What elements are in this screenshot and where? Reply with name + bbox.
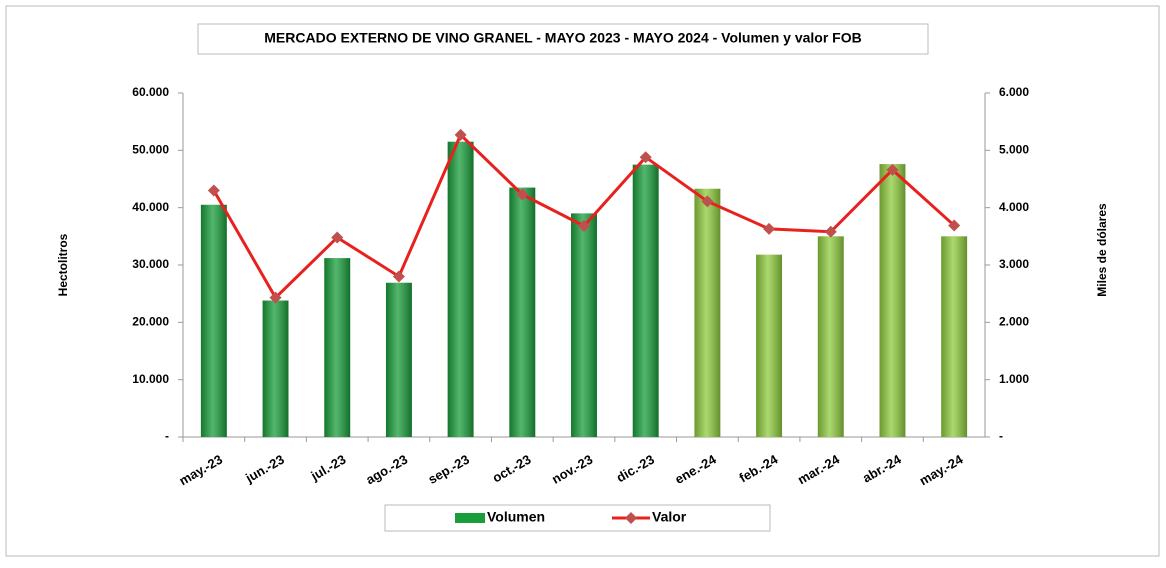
y2-axis-label: Miles de dólares [1095, 203, 1109, 297]
bar-shade [879, 164, 906, 438]
y-tick-label: 50.000 [132, 143, 169, 157]
bar-shade [200, 204, 227, 437]
legend-swatch [455, 513, 485, 523]
marker [207, 184, 220, 197]
marker [886, 163, 899, 176]
marker [331, 231, 344, 244]
marker [639, 151, 652, 164]
marker [454, 128, 467, 141]
y-tick-label: 10.000 [132, 372, 169, 386]
legend [384, 504, 771, 532]
marker [948, 219, 961, 232]
marker [578, 220, 590, 233]
marker [392, 270, 405, 283]
bar-shade [694, 188, 721, 437]
y-axis-label: Hectolitros [56, 233, 70, 296]
y2-tick-label: 1.000 [999, 372, 1029, 386]
legend-marker [625, 512, 637, 524]
y2-tick-label: 6.000 [999, 85, 1029, 99]
marker [763, 222, 776, 235]
bar-shade [941, 236, 968, 437]
bar-shade [447, 141, 474, 437]
legend-label: Valor [652, 509, 687, 525]
y-tick-label: - [165, 429, 169, 443]
y-tick-label: 30.000 [132, 257, 169, 271]
y-tick-label: 60.000 [132, 85, 169, 99]
chart-title: MERCADO EXTERNO DE VINO GRANEL - MAYO 20… [264, 30, 861, 46]
y2-tick-label: 5.000 [999, 143, 1029, 157]
y-tick-label: 20.000 [132, 315, 169, 329]
legend-label: Volumen [487, 509, 545, 525]
bar-shade [571, 213, 597, 437]
bar-shade [756, 254, 783, 437]
y2-tick-label: 3.000 [999, 257, 1029, 271]
y2-tick-label: - [999, 429, 1003, 443]
y-tick-label: 40.000 [132, 200, 169, 214]
bar-shade [817, 236, 844, 437]
y2-tick-label: 2.000 [999, 315, 1029, 329]
title-box [197, 23, 929, 55]
y2-tick-label: 4.000 [999, 200, 1029, 214]
bar-shade [385, 282, 412, 437]
bar-shade [632, 164, 659, 437]
bar-shade [262, 300, 289, 437]
marker [824, 225, 837, 238]
marker [269, 291, 282, 304]
bar-shade [324, 258, 351, 437]
marker [516, 188, 529, 201]
marker [701, 195, 714, 208]
bar-shade [509, 187, 536, 437]
